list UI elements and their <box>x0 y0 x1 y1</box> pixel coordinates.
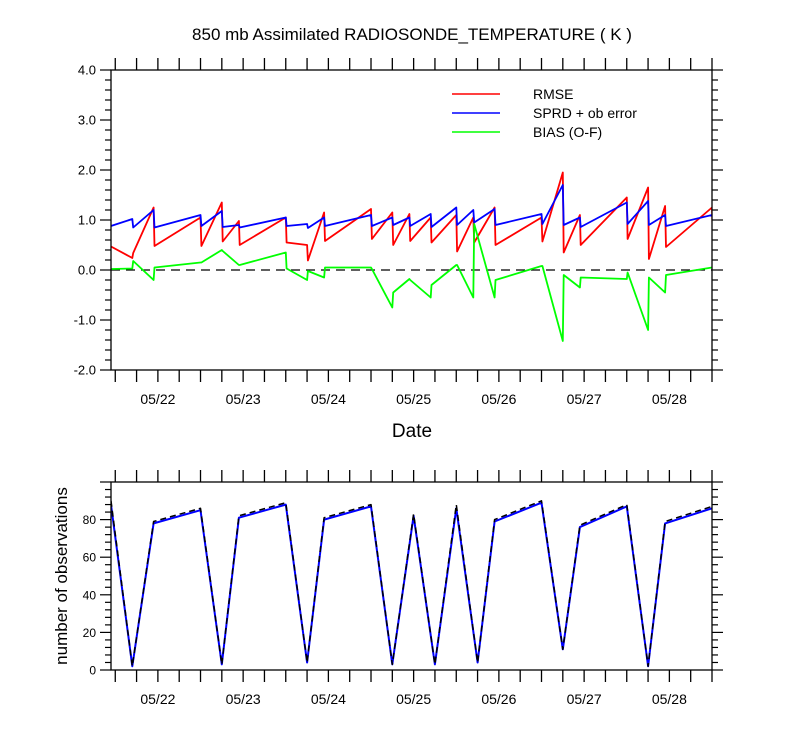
x-tick-label: 05/26 <box>481 391 516 407</box>
y-axis-label-observations: number of observations <box>52 487 71 665</box>
bottom-plot-area <box>111 500 712 668</box>
y-tick-label: 4.0 <box>78 63 96 78</box>
bottom-axes: 05/22 05/23 05/24 05/25 05/26 05/27 05/28 0 20 40… <box>83 470 723 707</box>
x-tick-label: 05/25 <box>396 691 431 707</box>
x-tick-label: 05/22 <box>140 391 175 407</box>
series-line-sprd-ob-error <box>111 184 712 229</box>
y-tick-label: 0 <box>89 664 96 678</box>
y-tick-label: 3.0 <box>78 113 96 128</box>
x-tick-label: 05/25 <box>396 391 431 407</box>
x-tick-label: 05/24 <box>311 391 346 407</box>
chart-title: 850 mb Assimilated RADIOSONDE_TEMPERATUR… <box>192 25 632 44</box>
y-tick-label: -2.0 <box>74 363 96 378</box>
top-plot-area <box>111 171 712 342</box>
y-tick-label: 40 <box>83 588 97 602</box>
x-tick-label: 05/24 <box>311 691 346 707</box>
y-tick-label: -1.0 <box>74 313 96 328</box>
x-axis-label: Date <box>392 421 432 442</box>
x-tick-label: 05/23 <box>226 391 261 407</box>
legend-label-rmse: RMSE <box>533 86 573 102</box>
top-axes: 05/22 05/23 05/24 05/25 05/26 05/27 05/28 -2.0 -… <box>74 58 723 407</box>
plot-frame <box>110 481 713 671</box>
legend-label-sprd: SPRD + ob error <box>533 105 637 121</box>
x-tick-label: 05/27 <box>567 691 602 707</box>
legend: RMSE SPRD + ob error BIAS (O-F) <box>452 86 637 140</box>
legend-label-bias: BIAS (O-F) <box>533 124 602 140</box>
y-tick-label: 2.0 <box>78 163 96 178</box>
x-tick-label: 05/26 <box>481 691 516 707</box>
x-tick-label: 05/27 <box>567 391 602 407</box>
x-tick-label: 05/28 <box>652 691 687 707</box>
series-line-bias-o-f <box>111 223 712 342</box>
series-line-possible <box>111 500 712 667</box>
x-tick-label: 05/23 <box>226 691 261 707</box>
x-tick-label: 05/22 <box>140 691 175 707</box>
y-tick-label: 0.0 <box>78 263 96 278</box>
y-tick-label: 1.0 <box>78 213 96 228</box>
y-tick-label: 80 <box>83 513 97 527</box>
y-tick-label: 60 <box>83 551 97 565</box>
x-tick-label: 05/28 <box>652 391 687 407</box>
y-tick-label: 20 <box>83 626 97 640</box>
